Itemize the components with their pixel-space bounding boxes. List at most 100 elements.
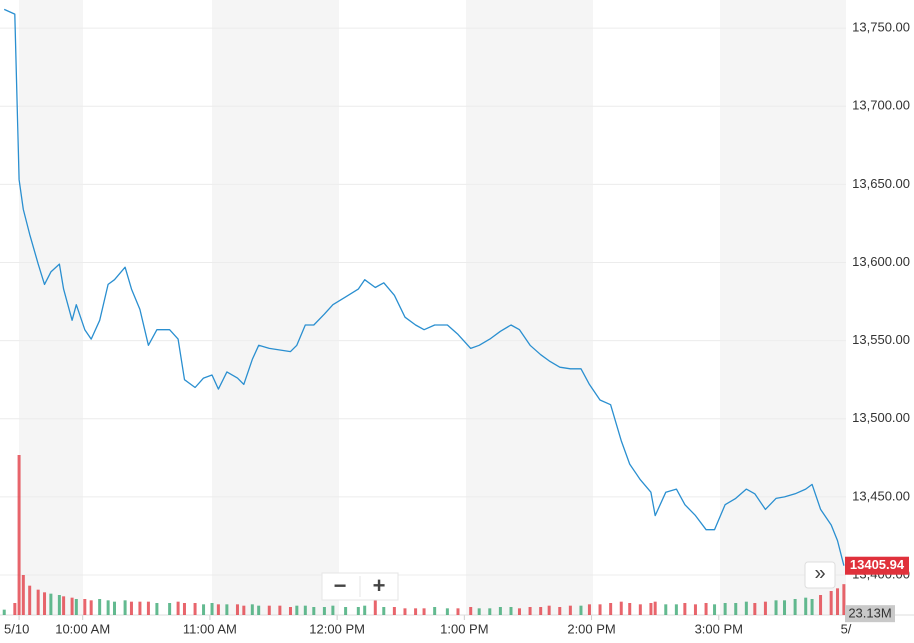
volume-bar <box>216 604 220 615</box>
volume-bar <box>344 607 348 615</box>
session-band <box>720 0 846 615</box>
volume-bar <box>539 607 543 615</box>
volume-bar <box>649 603 653 615</box>
volume-bar <box>836 588 840 615</box>
y-tick-label: 13,750.00 <box>852 20 910 35</box>
volume-bar <box>528 607 532 615</box>
volume-bar <box>488 608 492 615</box>
session-band <box>19 0 83 615</box>
expand-button[interactable]: » <box>814 562 825 584</box>
y-tick-label: 13,500.00 <box>852 410 910 425</box>
volume-bar <box>683 603 687 615</box>
y-tick-label: 13,600.00 <box>852 254 910 269</box>
volume-bar <box>363 605 367 615</box>
volume-bar <box>257 605 261 615</box>
volume-bar <box>106 600 110 615</box>
volume-bar <box>288 607 292 615</box>
x-tick-label: 11:00 AM <box>183 621 237 636</box>
volume-bar <box>210 603 214 615</box>
volume-bar <box>138 601 142 615</box>
volume-bar <box>713 604 717 615</box>
volume-bar <box>842 584 846 615</box>
volume-bar <box>422 608 426 615</box>
x-tick-label: 10:00 AM <box>55 621 110 636</box>
volume-bar <box>517 608 521 615</box>
volume-bar <box>609 603 613 615</box>
volume-bar <box>129 601 133 615</box>
zoom-controls: − + <box>321 572 399 601</box>
volume-bar <box>43 592 47 615</box>
volume-bar <box>638 604 642 615</box>
volume-bar <box>303 605 307 615</box>
volume-bar <box>89 600 93 615</box>
volume-bar <box>558 607 562 615</box>
volume-bar <box>653 601 657 615</box>
volume-bar <box>469 607 473 615</box>
volume-bar <box>322 607 326 615</box>
last-price-box <box>845 556 909 575</box>
y-tick-label: 13,550.00 <box>852 332 910 347</box>
plot <box>3 8 845 566</box>
volume-bar <box>182 603 186 615</box>
volume-bar <box>810 599 814 615</box>
volume-bar <box>98 599 102 615</box>
volume-bar <box>445 608 449 615</box>
volume-bar <box>704 603 708 615</box>
volume-bar <box>28 585 32 615</box>
volume-bar <box>70 597 74 615</box>
volume-bar <box>74 599 78 615</box>
volume-bar <box>579 605 583 615</box>
volume-bar <box>17 455 21 615</box>
volume-bar <box>250 604 254 615</box>
volume-bar <box>674 604 678 615</box>
volume-bars <box>2 455 846 615</box>
volume-bar <box>312 607 316 615</box>
session-band <box>466 0 593 615</box>
volume-bar <box>829 591 833 615</box>
volume-bar <box>433 607 437 615</box>
x-tick-label: 12:00 PM <box>309 621 365 636</box>
volume-bar <box>36 589 40 615</box>
volume-bar <box>598 604 602 615</box>
volume-bar <box>477 608 481 615</box>
volume-bar <box>547 605 551 615</box>
labels: 13,400.0013,450.0013,500.0013,550.0013,6… <box>4 20 910 637</box>
volume-bar <box>62 596 66 615</box>
volume-bar <box>112 601 116 615</box>
volume-bar <box>13 603 17 615</box>
volume-bar <box>356 607 360 615</box>
volume-bar <box>693 604 697 615</box>
x-tick-label: 3:00 PM <box>695 621 743 636</box>
volume-bar <box>83 599 87 615</box>
volume-bar <box>414 608 418 615</box>
last-volume-box <box>845 605 895 623</box>
volume-bar <box>331 605 335 615</box>
volume-bar <box>21 575 25 615</box>
volume-bar <box>753 603 757 615</box>
volume-bar <box>49 593 53 615</box>
price-line <box>3 8 845 566</box>
volume-bar <box>295 605 299 615</box>
volume-bar <box>168 603 172 615</box>
volume-bar <box>267 605 271 615</box>
x-tick-label: 1:00 PM <box>440 621 488 636</box>
volume-bar <box>2 609 6 615</box>
volume-bar <box>176 601 180 615</box>
volume-bar <box>568 605 572 615</box>
last-price-label: 13405.94 <box>850 557 905 572</box>
session-band <box>212 0 339 615</box>
zoom-out-button[interactable]: − <box>334 573 347 598</box>
last-volume-label: 23.13M <box>848 606 891 621</box>
y-tick-label: 13,650.00 <box>852 176 910 191</box>
volume-bar <box>723 603 727 615</box>
volume-bar <box>734 603 738 615</box>
volume-bar <box>498 607 502 615</box>
x-tick-label: 5/10 <box>4 621 29 636</box>
volume-bar <box>242 605 246 615</box>
y-tick-label: 13,700.00 <box>852 98 910 113</box>
volume-bar <box>382 607 386 615</box>
volume-bar <box>225 604 229 615</box>
y-tick-label: 13,450.00 <box>852 488 910 503</box>
zoom-in-button[interactable]: + <box>373 573 386 598</box>
